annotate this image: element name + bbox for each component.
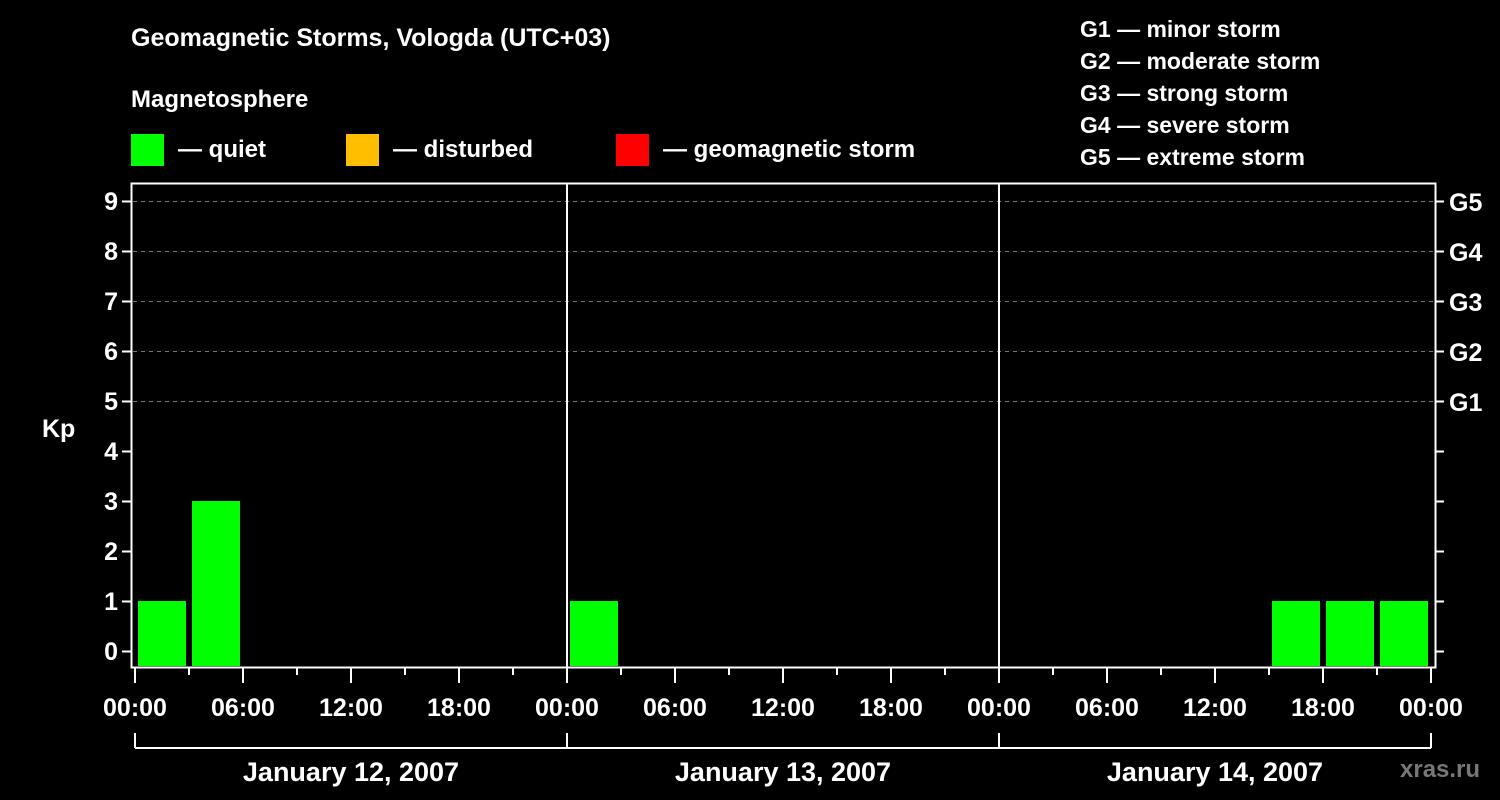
y-tick-label: 1 (104, 588, 118, 616)
day-label: January 12, 2007 (243, 757, 459, 787)
g-scale-g3: G3 — strong storm (1080, 80, 1289, 106)
x-tick-label: 18:00 (427, 694, 491, 722)
y-tick-label: 5 (104, 388, 118, 416)
legend-quiet: — quiet (131, 134, 266, 166)
g-level-label: G5 (1449, 189, 1482, 217)
legend-label-quiet: — quiet (178, 136, 266, 163)
chart-subtitle: Magnetosphere (131, 86, 309, 113)
g-scale-g2: G2 — moderate storm (1080, 48, 1321, 74)
g-level-label: G2 (1449, 339, 1482, 367)
legend-swatch-storm (616, 134, 649, 166)
g-level-label: G3 (1449, 289, 1482, 317)
x-tick-label: 00:00 (1399, 694, 1463, 722)
legend-disturbed: — disturbed (346, 134, 533, 166)
x-tick-label: 06:00 (643, 694, 707, 722)
kp-bar (192, 501, 240, 666)
plot-frame (130, 182, 1437, 669)
x-tick-label: 00:00 (535, 694, 599, 722)
g-scale-g1: G1 — minor storm (1080, 16, 1281, 42)
day-label: January 14, 2007 (1107, 757, 1323, 787)
y-tick-label: 2 (104, 538, 118, 566)
y-tick-label: 9 (104, 188, 118, 216)
x-tick-label: 00:00 (103, 694, 167, 722)
x-tick-label: 06:00 (1075, 694, 1139, 722)
g-level-label: G4 (1449, 239, 1482, 267)
x-tick-label: 12:00 (751, 694, 815, 722)
x-tick-label: 18:00 (859, 694, 923, 722)
legend-swatch-quiet (131, 134, 164, 166)
kp-bar (1380, 601, 1428, 666)
y-tick-label: 8 (104, 238, 118, 266)
g-scale-legend: G1 — minor storm G2 — moderate storm G3 … (1080, 13, 1320, 173)
x-tick-label: 12:00 (1183, 694, 1247, 722)
legend-label-disturbed: — disturbed (393, 136, 534, 163)
legend-label-storm: — geomagnetic storm (663, 136, 916, 163)
x-tick-label: 12:00 (319, 694, 383, 722)
chart-title: Geomagnetic Storms, Vologda (UTC+03) (131, 24, 611, 52)
y-tick-label: 4 (104, 438, 118, 466)
day-label: January 13, 2007 (675, 757, 891, 787)
x-tick-label: 00:00 (967, 694, 1031, 722)
kp-bar (138, 601, 186, 666)
watermark: xras.ru (1400, 756, 1481, 783)
g-scale-g4: G4 — severe storm (1080, 112, 1290, 138)
kp-bar (1326, 601, 1374, 666)
x-tick-label: 18:00 (1291, 694, 1355, 722)
y-tick-label: 7 (104, 288, 118, 316)
y-tick-label: 6 (104, 338, 118, 366)
g-level-label: G1 (1449, 389, 1482, 417)
legend-storm: — geomagnetic storm (616, 134, 915, 166)
x-tick-label: 06:00 (211, 694, 275, 722)
y-tick-label: 3 (104, 488, 118, 516)
y-tick-label: 0 (104, 638, 118, 666)
legend-swatch-disturbed (346, 134, 379, 166)
g-scale-g5: G5 — extreme storm (1080, 144, 1305, 170)
kp-bar (570, 601, 618, 666)
y-axis-label: Kp (42, 415, 75, 443)
kp-bar (1272, 601, 1320, 666)
